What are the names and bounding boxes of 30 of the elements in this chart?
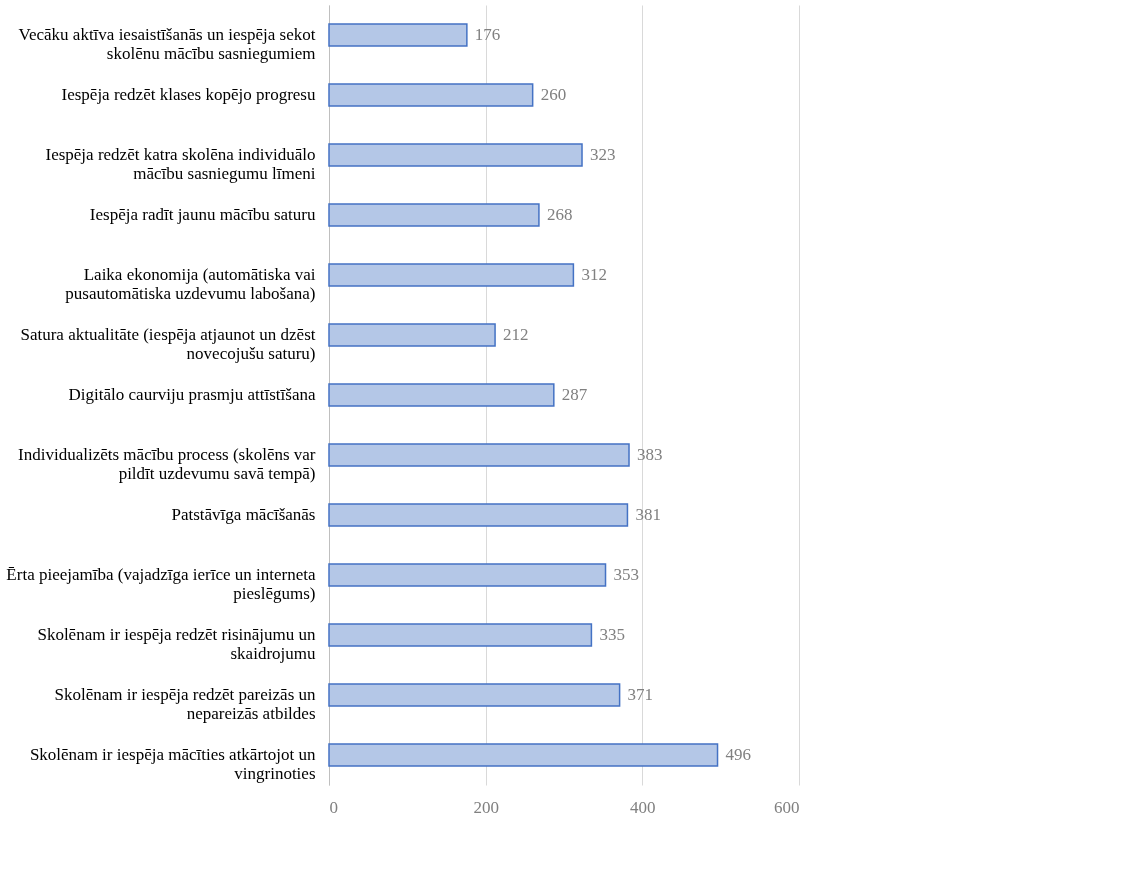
data-label: 381 <box>635 505 661 524</box>
y-tick-label: Individualizēts mācību process (skolēns var pildīt uzdevumu savā tempā) <box>18 445 316 483</box>
y-tick-label: Skolēnam ir iespēja mācīties atkārtojot un vingrinoties <box>29 745 316 783</box>
data-label: 383 <box>637 445 663 464</box>
y-tick-label: Ērta pieejamība (vajadzīga ierīce un interneta pieslēgums) <box>6 565 316 603</box>
x-tick-label: 400 <box>630 797 656 817</box>
data-label: 353 <box>613 565 640 584</box>
y-tick-label: Laika ekonomija (automātiska vai pusautomātiska uzdevumu labošana) <box>65 265 316 303</box>
data-label: 176 <box>474 25 501 44</box>
x-tick-label: 600 <box>774 797 800 817</box>
data-label: 335 <box>599 625 625 644</box>
y-tick-label: Patstāvīga mācīšanās <box>171 505 316 524</box>
y-tick-label: Iespēja radīt jaunu mācību saturu <box>89 205 316 224</box>
x-tick-label: 0 <box>329 797 338 817</box>
y-tick-label: Iespēja redzēt klases kopējo progresu <box>61 85 316 104</box>
x-tick-label: 200 <box>473 797 499 817</box>
data-label: 496 <box>725 745 752 764</box>
data-label: 260 <box>540 85 567 104</box>
y-tick-label: Skolēnam ir iespēja redzēt pareizās un nepareizās atbildes <box>54 685 316 723</box>
data-label: 212 <box>503 325 529 344</box>
y-tick-label: Vecāku aktīva iesaistīšanās un iespēja sekot skolēnu mācību sasniegumiem <box>18 25 316 63</box>
y-tick-label: Skolēnam ir iespēja redzēt risinājumu un skaidrojumu <box>37 625 316 663</box>
data-label: 268 <box>546 205 573 224</box>
data-label: 323 <box>590 145 616 164</box>
y-tick-label: Satura aktualitāte (iespēja atjaunot un dzēst novecojušu saturu) <box>20 325 316 363</box>
data-label: 312 <box>581 265 607 284</box>
data-label: 371 <box>627 685 654 704</box>
data-label: 287 <box>561 385 588 404</box>
y-tick-label: Digitālo caurviju prasmju attīstīšana <box>68 385 316 404</box>
y-tick-label: Iespēja redzēt katra skolēna individuālo mācību sasniegumu līmeni <box>45 145 316 183</box>
